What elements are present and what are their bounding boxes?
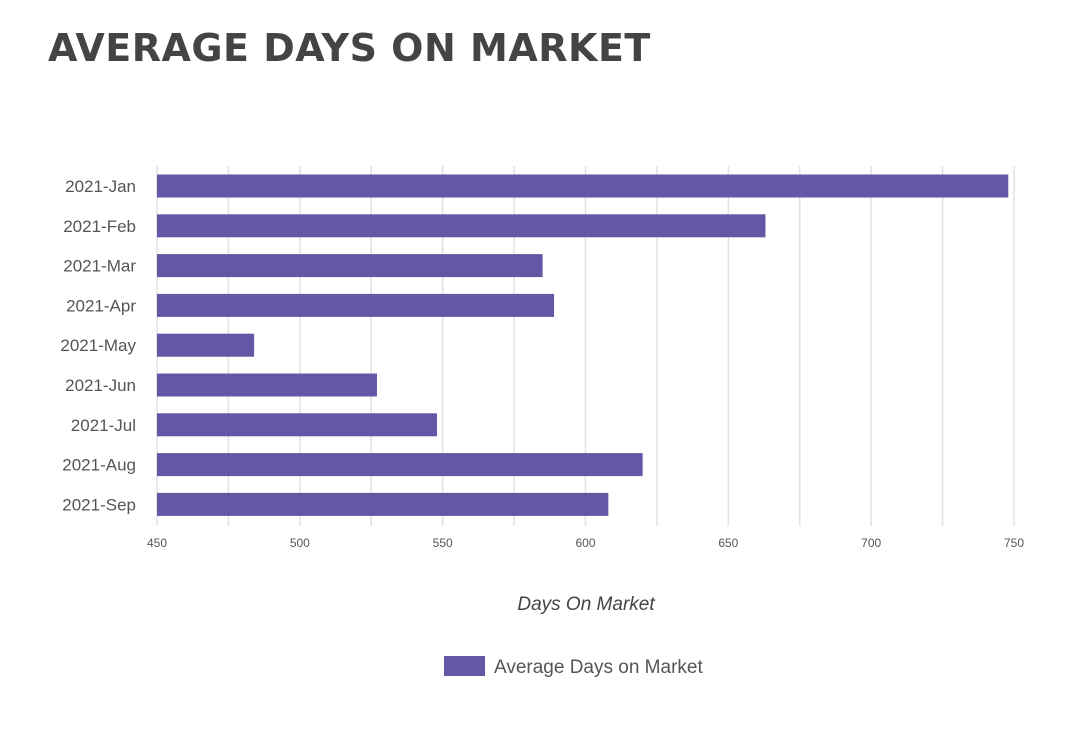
bar bbox=[157, 333, 255, 357]
bar bbox=[157, 174, 1009, 198]
x-tick-label: 600 bbox=[575, 536, 595, 550]
y-category-label: 2021-Aug bbox=[62, 456, 136, 475]
y-category-label: 2021-May bbox=[60, 336, 136, 355]
x-tick-label: 700 bbox=[861, 536, 881, 550]
y-axis-labels: 2021-Jan 2021-Feb 2021-Mar 2021-Apr 2021-May… bbox=[60, 177, 136, 514]
legend-label: Average Days on Market bbox=[494, 657, 703, 678]
bar bbox=[157, 373, 377, 397]
x-axis-title: Days On Market bbox=[517, 594, 655, 615]
x-tick-label: 650 bbox=[718, 536, 738, 550]
y-category-label: 2021-Apr bbox=[66, 296, 136, 315]
bars bbox=[157, 174, 1009, 516]
y-category-label: 2021-Jul bbox=[71, 416, 136, 435]
x-tick-label: 750 bbox=[1004, 536, 1024, 550]
legend: Average Days on Market bbox=[444, 656, 703, 678]
bar bbox=[157, 492, 609, 516]
x-tick-label: 550 bbox=[433, 536, 453, 550]
x-axis-ticks: 450 500 550 600 650 700 750 bbox=[147, 536, 1024, 550]
x-tick-label: 450 bbox=[147, 536, 167, 550]
y-category-label: 2021-Jun bbox=[65, 376, 136, 395]
bar bbox=[157, 413, 437, 437]
y-category-label: 2021-Jan bbox=[65, 177, 136, 196]
bar bbox=[157, 254, 543, 278]
y-category-label: 2021-Sep bbox=[62, 495, 136, 514]
bar bbox=[157, 293, 555, 317]
x-tick-label: 500 bbox=[290, 536, 310, 550]
bar bbox=[157, 453, 643, 477]
y-category-label: 2021-Mar bbox=[63, 257, 136, 276]
page-title: AVERAGE DAYS ON MARKET bbox=[48, 26, 651, 70]
legend-swatch bbox=[444, 656, 485, 676]
y-category-label: 2021-Feb bbox=[63, 217, 136, 236]
bar bbox=[157, 214, 766, 238]
